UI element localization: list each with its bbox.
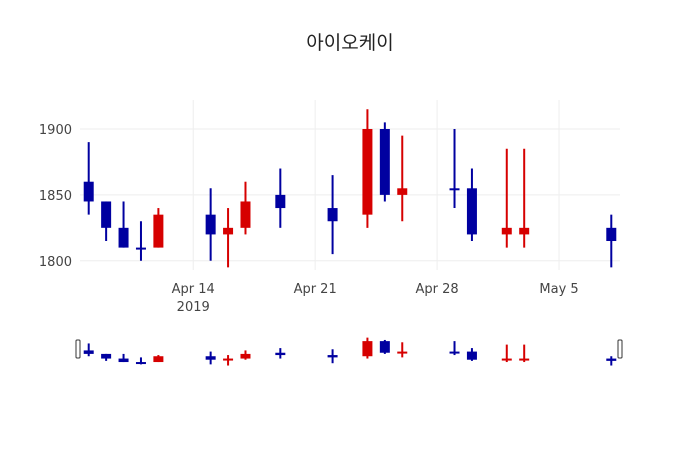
candle — [275, 168, 286, 228]
candle-body — [449, 188, 460, 191]
candle — [606, 214, 617, 268]
candle-body — [153, 214, 164, 248]
candle — [118, 201, 129, 248]
candle-body — [101, 201, 112, 228]
slider-candle-body — [118, 358, 129, 363]
candle-body — [501, 227, 512, 235]
candle — [397, 135, 408, 222]
slider-candle — [519, 344, 530, 363]
candle — [466, 168, 477, 242]
candle — [223, 208, 234, 268]
candle — [83, 142, 94, 215]
slider-candle-body — [449, 351, 460, 354]
slider-candle — [240, 350, 251, 360]
slider-candle-body — [466, 351, 477, 360]
slider-candle — [327, 349, 338, 364]
slider-candle — [205, 351, 216, 365]
slider-candle — [501, 344, 512, 363]
slider-candle-body — [135, 362, 146, 365]
x-tick-label: Apr 28 — [416, 282, 459, 297]
slider-candle-body — [240, 353, 251, 359]
x-tick-label: Apr 14 — [172, 282, 215, 297]
candle — [101, 201, 112, 242]
slider-candle-body — [223, 358, 234, 361]
range-slider[interactable] — [75, 337, 623, 366]
slider-candle — [449, 341, 460, 356]
slider-candle — [223, 355, 234, 366]
slider-candle — [275, 348, 286, 359]
main-plot[interactable] — [83, 109, 617, 268]
candle-body — [606, 227, 617, 242]
candle — [501, 148, 512, 248]
candle-body — [240, 201, 251, 228]
y-axis: 1800 1850 1900 — [39, 123, 72, 270]
slider-candle — [101, 353, 112, 361]
slider-candle-body — [397, 351, 408, 354]
candle — [327, 175, 338, 255]
slider-candle-body — [327, 355, 338, 358]
slider-candle-body — [83, 350, 94, 354]
slider-candle — [466, 348, 477, 361]
candle-body — [135, 247, 146, 250]
candle — [449, 128, 460, 209]
candle-body — [519, 227, 530, 235]
range-slider-right-handle[interactable] — [617, 339, 623, 359]
x-tick-sublabel: 2019 — [177, 300, 210, 315]
candle-body — [466, 188, 477, 235]
slider-candle-body — [519, 358, 530, 361]
candle — [362, 109, 373, 228]
slider-candle — [118, 353, 129, 363]
slider-candle — [83, 343, 94, 357]
slider-candle-body — [101, 353, 112, 359]
x-tick-label: Apr 21 — [294, 282, 337, 297]
candle — [240, 181, 251, 235]
slider-candle — [397, 342, 408, 358]
candle — [135, 221, 146, 261]
slider-candle-body — [362, 341, 373, 357]
candle-body — [205, 214, 216, 235]
slider-candle-body — [379, 341, 390, 353]
x-axis: Apr 14 2019 Apr 21 Apr 28 May 5 — [172, 282, 579, 315]
slider-candle-body — [153, 356, 164, 363]
slider-candle-body — [501, 358, 512, 361]
slider-candle — [379, 339, 390, 354]
y-tick-label: 1900 — [39, 123, 72, 138]
slider-candle — [153, 355, 164, 363]
slider-candle — [362, 337, 373, 359]
slider-candle-body — [606, 358, 617, 361]
candle-body — [397, 188, 408, 195]
candle — [205, 188, 216, 261]
candle-body — [362, 128, 373, 215]
slider-candle-body — [275, 352, 286, 356]
chart-title: 아이오케이 — [306, 32, 393, 54]
y-tick-label: 1850 — [39, 189, 72, 204]
candle — [153, 208, 164, 248]
candle — [379, 122, 390, 202]
candle-body — [83, 181, 94, 202]
candle-body — [327, 208, 338, 222]
slider-candle — [135, 357, 146, 365]
y-tick-label: 1800 — [39, 255, 72, 270]
candle-body — [223, 227, 234, 235]
candle-body — [275, 194, 286, 209]
slider-candle — [606, 356, 617, 366]
candle-body — [379, 128, 390, 195]
candle — [519, 148, 530, 248]
candle-body — [118, 227, 129, 248]
slider-candle-body — [205, 356, 216, 360]
x-tick-label: May 5 — [539, 282, 578, 297]
gridlines — [80, 100, 620, 270]
range-slider-left-handle[interactable] — [75, 339, 81, 359]
